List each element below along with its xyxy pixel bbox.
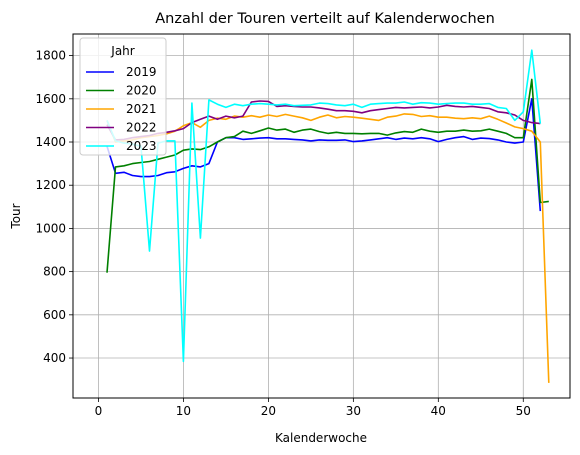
series-line-2022	[106, 100, 541, 141]
series-line-2023	[106, 49, 542, 363]
legend-label-2023: 2023	[126, 139, 157, 153]
x-tick-label: 10	[176, 404, 191, 418]
y-tick-label: 800	[43, 265, 66, 279]
y-axis-label: Tour	[9, 203, 23, 229]
y-tick-label: 600	[43, 308, 66, 322]
series-lines	[106, 49, 550, 383]
x-tick-label: 0	[95, 404, 103, 418]
y-tick-label: 1200	[35, 178, 66, 192]
series-line-2019	[106, 98, 542, 212]
legend-items: 2019 2020 2021 2022 2023	[86, 65, 157, 153]
series-line-2020	[106, 78, 549, 273]
legend-label-2022: 2022	[126, 121, 157, 135]
y-axis-ticks: 400 600 800 1000 1200 1400 1600 1800	[35, 49, 73, 365]
series-line-2021	[106, 113, 550, 383]
legend-box	[79, 37, 167, 156]
y-tick-label: 1000	[35, 221, 66, 235]
legend: Jahr 2019 2020 2021 2022 2023	[79, 37, 167, 156]
legend-label-2020: 2020	[126, 84, 157, 98]
y-tick-label: 1800	[35, 49, 66, 63]
x-axis-label: Kalenderwoche	[275, 431, 367, 445]
x-axis-ticks: 0 10 20 30 40 50	[95, 398, 531, 418]
legend-label-2021: 2021	[126, 102, 157, 116]
y-tick-label: 400	[43, 351, 66, 365]
chart-title: Anzahl der Touren verteilt auf Kalenderw…	[155, 11, 495, 27]
legend-label-2019: 2019	[126, 65, 157, 79]
x-tick-label: 50	[516, 404, 531, 418]
y-tick-label: 1400	[35, 135, 66, 149]
x-tick-label: 30	[346, 404, 361, 418]
plot-frame	[72, 33, 571, 399]
x-tick-label: 20	[261, 404, 276, 418]
grid-lines	[73, 34, 570, 398]
legend-title: Jahr	[110, 44, 134, 58]
x-tick-label: 40	[431, 404, 446, 418]
y-tick-label: 1600	[35, 92, 66, 106]
